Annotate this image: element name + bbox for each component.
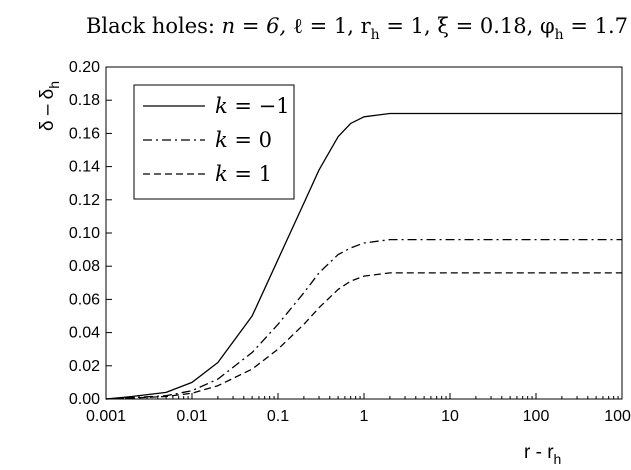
title-prefix: Black holes: (86, 14, 222, 38)
y-axis-label-main: δ – δ (37, 89, 58, 131)
x-axis-ticks: 0.001 0.01 0.1 1 10 100 1000 (86, 393, 631, 425)
series-line-0 (105, 112, 622, 400)
y-axis-ticks: 0.00 0.02 0.04 0.06 0.08 0.10 0.12 0.14 0.16 0.18… (69, 59, 112, 408)
x-axis-label-main: r - r (524, 442, 554, 463)
title-r: r (361, 14, 372, 38)
chart-title: Black holes: n = 6, ℓ = 1, rh = 1, ξ = 0… (86, 14, 628, 43)
y-axis-label: δ – δh (37, 81, 62, 131)
y-tick-label: 0.12 (69, 192, 100, 209)
legend: k = −1 k = 0 k = 1 (133, 84, 295, 200)
title-r-sub: h (371, 27, 380, 43)
series-lines (105, 112, 622, 400)
series-line-2 (105, 272, 622, 400)
legend-box (133, 84, 295, 200)
legend-label: k = −1 (215, 94, 290, 118)
x-axis-label: r - rh (524, 442, 561, 467)
title-phi-sub: h (555, 27, 564, 43)
legend-entries: k = −1 k = 0 k = 1 (143, 94, 290, 186)
x-tick-label: 100 (523, 408, 550, 425)
y-tick-label: 0.04 (69, 325, 100, 342)
x-axis-label-sub: h (554, 451, 562, 467)
y-tick-label: 0.00 (69, 391, 100, 408)
title-r-val: = 1, (380, 14, 438, 38)
x-tick-label: 0.01 (176, 408, 207, 425)
title-xi: ξ = 0.18, (437, 14, 540, 38)
legend-label: k = 0 (215, 128, 272, 152)
y-tick-label: 0.20 (69, 59, 100, 76)
series-line-1 (105, 238, 622, 400)
y-tick-label: 0.10 (69, 225, 100, 242)
x-tick-label: 0.1 (267, 408, 289, 425)
y-tick-label: 0.08 (69, 258, 100, 275)
legend-label: k = 1 (215, 162, 272, 186)
title-phi-val: = 1.7 (564, 14, 628, 38)
y-tick-label: 0.14 (69, 159, 100, 176)
y-tick-label: 0.18 (69, 92, 100, 109)
title-phi: φ (540, 14, 555, 38)
title-ell: ℓ = 1, (293, 14, 361, 38)
title-n: n = 6, (222, 14, 293, 38)
x-tick-label: 1000 (604, 408, 631, 425)
y-axis-label-sub: h (46, 81, 62, 89)
x-tick-label: 10 (441, 408, 459, 425)
x-tick-label: 0.001 (86, 408, 126, 425)
y-tick-label: 0.06 (69, 291, 100, 308)
y-tick-label: 0.02 (69, 358, 100, 375)
x-tick-label: 1 (360, 408, 369, 425)
y-tick-label: 0.16 (69, 125, 100, 142)
